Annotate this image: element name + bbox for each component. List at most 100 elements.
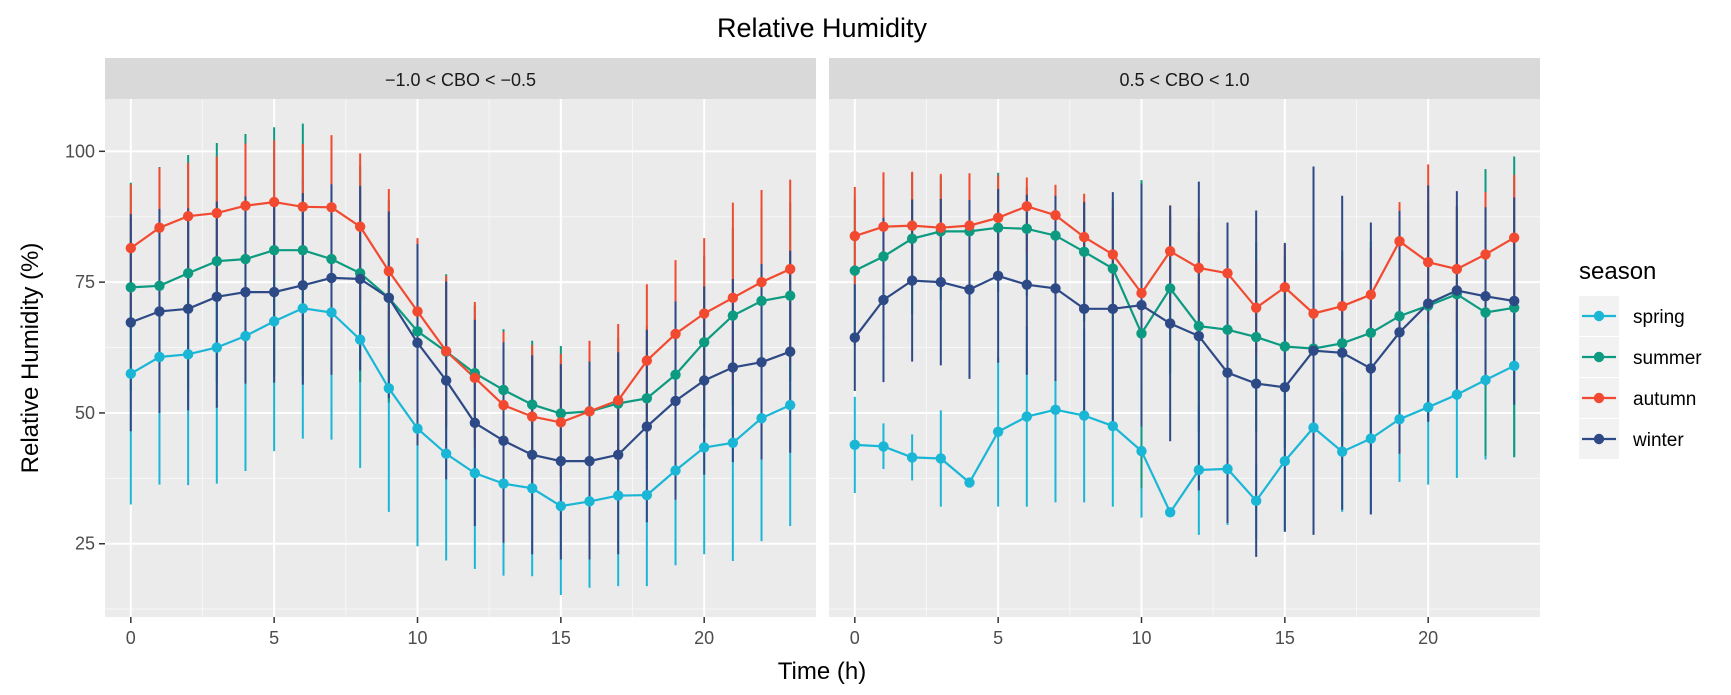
panel-2-spring-point: [1050, 404, 1061, 415]
y-tick-label-100: 100: [65, 141, 95, 161]
panel-2-summer-point: [1279, 341, 1291, 352]
panel-2-spring-point: [1193, 464, 1205, 476]
panel-2-summer-point: [1021, 223, 1033, 234]
panel-1-spring-point: [297, 303, 309, 314]
panel-1-autumn-point: [211, 207, 223, 219]
panel-1-summer-point: [268, 245, 280, 256]
panel-2-autumn-point: [1365, 289, 1377, 300]
panel-1-summer-point: [412, 326, 423, 337]
panel-1-spring-point: [555, 500, 567, 512]
panel-1-x-axis: 0 5 10 15 20: [126, 617, 714, 648]
panel-2-autumn-point: [992, 212, 1004, 223]
panel-1-autumn-point: [526, 411, 538, 422]
panel-2-autumn-point: [1193, 262, 1205, 274]
panel-1-spring-point: [182, 349, 194, 360]
panel-2-winter-point: [1480, 291, 1491, 302]
panel-2-winter-point: [906, 275, 918, 286]
panel-2-spring-point: [906, 452, 918, 463]
panel-1-winter-point: [756, 356, 767, 368]
panel-1-spring-point: [240, 330, 251, 342]
panel-1-spring-point: [698, 442, 710, 453]
panel-1-x-tick-label-5: 5: [269, 628, 279, 648]
panel-2-winter-point: [849, 332, 861, 343]
panel-2-summer-point: [1136, 328, 1147, 339]
panel-1-strip-label: −1.0 < CBO < −0.5: [385, 70, 536, 90]
panel-2-summer-point: [1222, 324, 1233, 335]
panel-1-spring-point: [670, 465, 681, 476]
panel-2-autumn-point: [1107, 249, 1119, 260]
panel-2-winter-point: [1078, 303, 1090, 315]
panel-2-spring-point: [1279, 455, 1291, 467]
panel-1-autumn-point: [498, 399, 509, 411]
panel-2-summer-point: [1193, 320, 1205, 332]
legend-entry-autumn: autumn: [1579, 378, 1696, 418]
legend-key-point: [1593, 433, 1605, 445]
panel-1-winter-point: [526, 449, 538, 460]
panel-1-spring-point: [326, 307, 337, 318]
panel-1-spring-point: [154, 351, 165, 363]
panel-1-winter-point: [698, 375, 710, 386]
panel-1-summer-point: [240, 253, 251, 265]
panel-1-spring-point: [211, 342, 223, 353]
panel-2-spring-point: [1222, 463, 1233, 475]
panel-2-autumn-point: [935, 222, 947, 233]
panel-2-spring-point: [992, 426, 1004, 437]
panel-2-winter-point: [1222, 367, 1233, 378]
panel-1-winter-point: [268, 286, 280, 298]
panel-1-autumn-point: [268, 196, 280, 208]
panel-1-summer-point: [727, 310, 739, 321]
legend-label: spring: [1633, 307, 1685, 328]
panel-2-autumn-point: [1222, 268, 1233, 279]
panel-2-autumn-point: [878, 221, 889, 232]
panel-2-spring-point: [1365, 433, 1377, 444]
panel-1-autumn-point: [412, 306, 423, 317]
panel-2-summer-point: [1336, 338, 1348, 349]
panel-2-winter-point: [1422, 298, 1434, 309]
panel-2-winter-point: [1107, 303, 1119, 315]
panel-2-summer-point: [1394, 310, 1405, 322]
panel-2-summer-point: [1480, 307, 1491, 318]
panel-1-spring-point: [354, 334, 366, 345]
panel-2-spring-point: [1336, 446, 1348, 457]
panel-1-winter-point: [670, 395, 681, 407]
panel-1-autumn-point: [326, 202, 337, 213]
panel-2-winter-point: [1136, 299, 1147, 311]
panel-1-summer-point: [670, 369, 681, 380]
panel-2-autumn-point: [906, 220, 918, 231]
panel-2-spring-point: [849, 439, 861, 451]
panel-2-winter-point: [1279, 382, 1291, 393]
panel-2-summer-point: [992, 222, 1004, 233]
panel-2-spring-point: [1308, 422, 1319, 433]
panel-1-winter-point: [326, 272, 337, 284]
panel-1-autumn-point: [469, 372, 481, 384]
legend-entry-summer: summer: [1579, 337, 1702, 377]
panel-2-summer-point: [1164, 283, 1176, 294]
panel-2-winter-point: [1508, 295, 1520, 307]
panel-2-winter-point: [992, 270, 1004, 282]
panel-2-x-tick-label-15: 15: [1275, 628, 1295, 648]
panel-1-winter-point: [641, 421, 653, 432]
panel-2-summer-point: [1365, 327, 1377, 339]
panel-2-summer-point: [906, 233, 918, 244]
panel-1-y-axis: 25 50 75 100: [65, 141, 105, 554]
panel-2-autumn-point: [964, 220, 975, 231]
legend-key-point: [1593, 351, 1605, 363]
panel-2-spring-point: [878, 441, 889, 452]
panel-2-x-tick-label-20: 20: [1418, 628, 1438, 648]
panel-1-summer-point: [641, 393, 653, 404]
panel-2-summer-point: [1050, 230, 1061, 241]
panel-1-spring-point: [641, 489, 653, 501]
panel-1-plot-background: [105, 99, 816, 617]
panel-1-summer-point: [182, 268, 194, 279]
panel-2-autumn-point: [1480, 249, 1491, 260]
panel-1-autumn-point: [670, 328, 681, 340]
panel-1-autumn-point: [584, 406, 595, 417]
legend-key-point: [1593, 392, 1605, 404]
panel-1-autumn-point: [182, 211, 194, 222]
panel-2-spring-point: [1394, 414, 1405, 425]
panel-1-autumn-point: [383, 265, 395, 277]
panel-1-summer-point: [498, 384, 509, 396]
panel-2-autumn-point: [1394, 236, 1405, 247]
panel-2-x-tick-label-10: 10: [1131, 628, 1151, 648]
panel-2-winter-point: [1021, 279, 1033, 290]
